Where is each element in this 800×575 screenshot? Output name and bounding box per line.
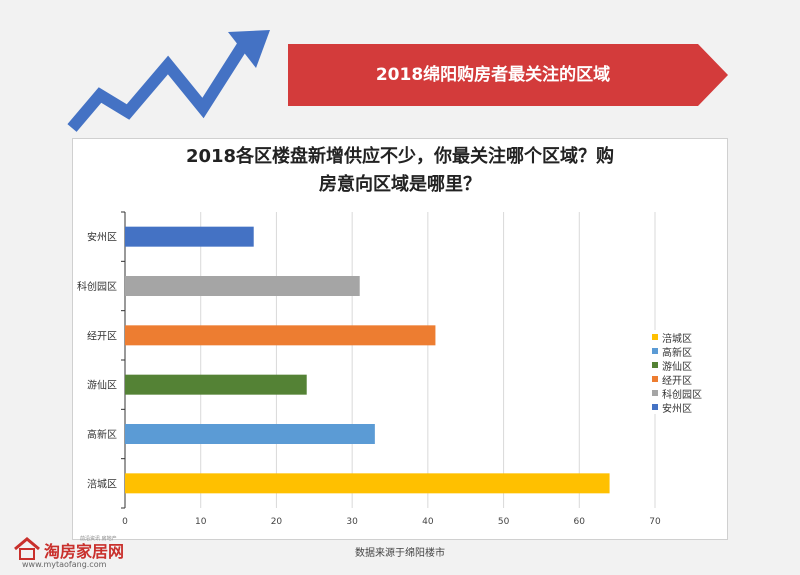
- banner-background: [288, 44, 728, 106]
- y-tick-label: 游仙区: [87, 379, 117, 392]
- y-tick-label: 高新区: [87, 428, 117, 441]
- legend-label: 高新区: [662, 347, 692, 359]
- x-tick-label: 20: [271, 517, 283, 527]
- bar-2: [125, 325, 436, 346]
- legend-swatch: [652, 376, 658, 382]
- bar-4: [125, 424, 375, 444]
- legend-label: 涪城区: [662, 333, 692, 345]
- y-tick-label: 经开区: [87, 329, 117, 342]
- legend-item: 高新区: [652, 344, 712, 359]
- legend-swatch: [652, 348, 658, 354]
- legend-label: 游仙区: [662, 361, 692, 373]
- chart-title: 2018各区楼盘新增供应不少，你最关注哪个区域？购 房意向区域是哪里？: [150, 143, 650, 199]
- legend-swatch: [652, 334, 658, 340]
- bar-5: [125, 473, 610, 494]
- legend-label: 经开区: [662, 375, 692, 387]
- x-tick-label: 10: [195, 517, 207, 527]
- legend-label: 科创园区: [662, 389, 702, 401]
- bar-1: [125, 276, 360, 296]
- logo-name: 淘房家居网: [44, 542, 125, 561]
- logo-url: www.mytaofang.com: [22, 560, 107, 569]
- x-tick-label: 60: [574, 517, 586, 527]
- legend-swatch: [652, 404, 658, 410]
- legend-label: 安州区: [662, 403, 692, 415]
- banner-title: 2018绵阳购房者最关注的区域: [375, 65, 611, 85]
- x-tick-label: 0: [122, 517, 128, 527]
- trend-arrow-decoration: [67, 30, 270, 132]
- logo-slogan: 前沿资讯 房地产: [80, 536, 117, 542]
- bar-0: [125, 226, 254, 247]
- y-tick-label: 安州区: [87, 231, 117, 244]
- y-tick-label: 科创园区: [77, 280, 117, 293]
- x-tick-label: 30: [346, 517, 358, 527]
- data-source-note: 数据来源于绵阳楼市: [355, 548, 445, 559]
- y-tick-label: 涪城区: [87, 477, 117, 490]
- house-icon: [14, 537, 40, 560]
- legend-item: 科创园区: [652, 386, 712, 401]
- legend-item: 安州区: [652, 400, 712, 415]
- x-tick-label: 70: [649, 517, 661, 527]
- x-tick-label: 50: [498, 517, 510, 527]
- legend-item: 涪城区: [652, 330, 712, 345]
- legend-item: 游仙区: [652, 358, 712, 373]
- legend-swatch: [652, 362, 658, 368]
- legend-swatch: [652, 390, 658, 396]
- bar-3: [125, 374, 307, 395]
- chart-legend: 涪城区高新区游仙区经开区科创园区安州区: [652, 330, 712, 415]
- chart-title-line-2: 房意向区域是哪里？: [319, 174, 481, 195]
- chart-title-line-1: 2018各区楼盘新增供应不少，你最关注哪个区域？购: [185, 146, 615, 167]
- legend-item: 经开区: [652, 372, 712, 387]
- site-logo: 淘房家居网 前沿资讯 房地产 www.mytaofang.com: [10, 535, 124, 575]
- x-tick-label: 40: [422, 517, 434, 527]
